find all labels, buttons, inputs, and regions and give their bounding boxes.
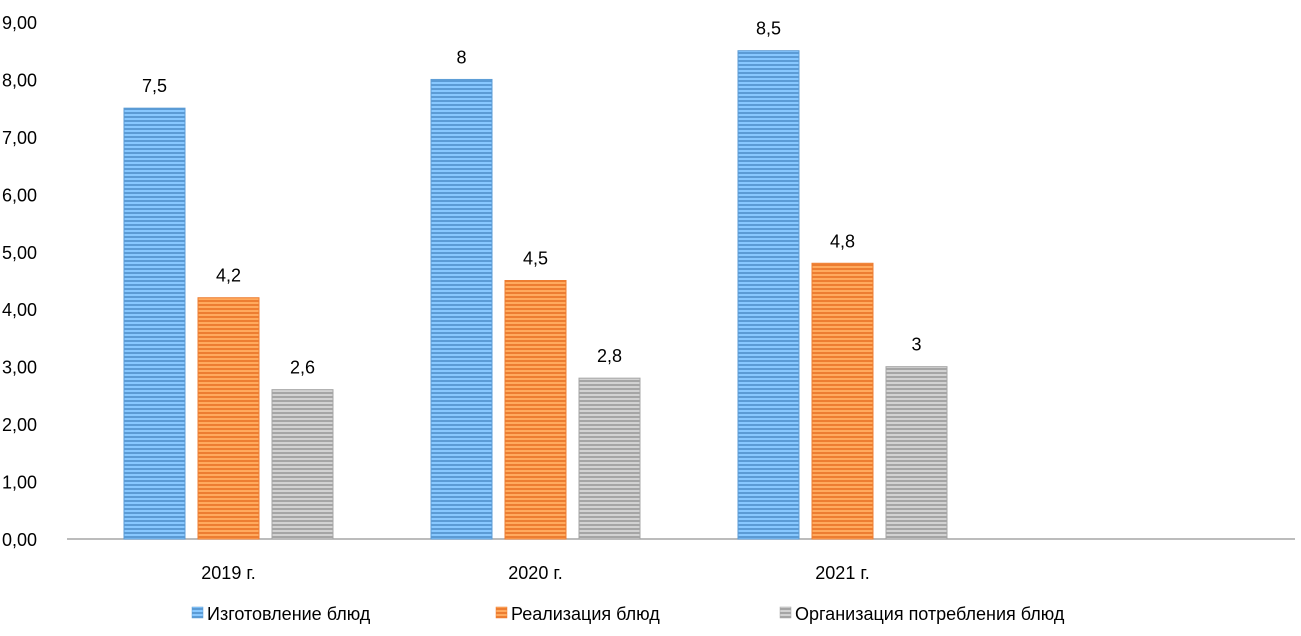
y-tick-label: 0,00: [2, 530, 37, 550]
data-label: 3: [911, 335, 921, 355]
data-label: 4,2: [216, 266, 241, 286]
bar: [737, 50, 800, 540]
y-tick-label: 8,00: [2, 70, 37, 90]
y-tick-label: 1,00: [2, 473, 37, 493]
y-tick-label: 5,00: [2, 243, 37, 263]
data-labels-group: 7,5 8 8,5 4,2 4,5 4,8 2,6 2,8 3: [142, 19, 922, 378]
bar: [578, 377, 641, 540]
data-label: 2,8: [597, 346, 622, 366]
x-category-label: 2019 г.: [201, 563, 255, 583]
data-label: 4,8: [830, 231, 855, 251]
data-label: 4,5: [523, 249, 548, 269]
bar: [430, 78, 493, 540]
y-tick-label: 9,00: [2, 13, 37, 33]
bars-group: [123, 50, 948, 540]
bar: [271, 389, 334, 540]
data-label: 2,6: [290, 358, 315, 378]
y-axis: 0,00 1,00 2,00 3,00 4,00 5,00 6,00 7,00 8,00 9,00: [2, 13, 37, 550]
data-label: 8,5: [756, 19, 781, 39]
data-label: 8: [456, 47, 466, 67]
legend-label: Организация потребления блюд: [795, 604, 1065, 624]
bar: [811, 262, 874, 540]
bar: [123, 107, 186, 540]
legend-swatch: [779, 606, 792, 619]
y-tick-label: 3,00: [2, 358, 37, 378]
y-tick-label: 4,00: [2, 300, 37, 320]
x-axis: 2019 г. 2020 г. 2021 г.: [67, 538, 1295, 583]
bar: [504, 280, 567, 540]
legend-label: Изготовление блюд: [207, 604, 371, 624]
legend-item: Изготовление блюд: [191, 604, 371, 624]
legend-item: Организация потребления блюд: [779, 604, 1065, 624]
legend-swatch: [191, 606, 204, 619]
bar: [885, 366, 948, 540]
y-tick-label: 2,00: [2, 415, 37, 435]
x-category-label: 2020 г.: [508, 563, 562, 583]
x-category-label: 2021 г.: [815, 563, 869, 583]
legend: Изготовление блюд Реализация блюд Организа…: [191, 604, 1065, 624]
bar: [197, 297, 260, 540]
y-tick-label: 7,00: [2, 128, 37, 148]
legend-item: Реализация блюд: [495, 604, 660, 624]
y-tick-label: 6,00: [2, 185, 37, 205]
data-label: 7,5: [142, 76, 167, 96]
legend-label: Реализация блюд: [511, 604, 660, 624]
legend-swatch: [495, 606, 508, 619]
